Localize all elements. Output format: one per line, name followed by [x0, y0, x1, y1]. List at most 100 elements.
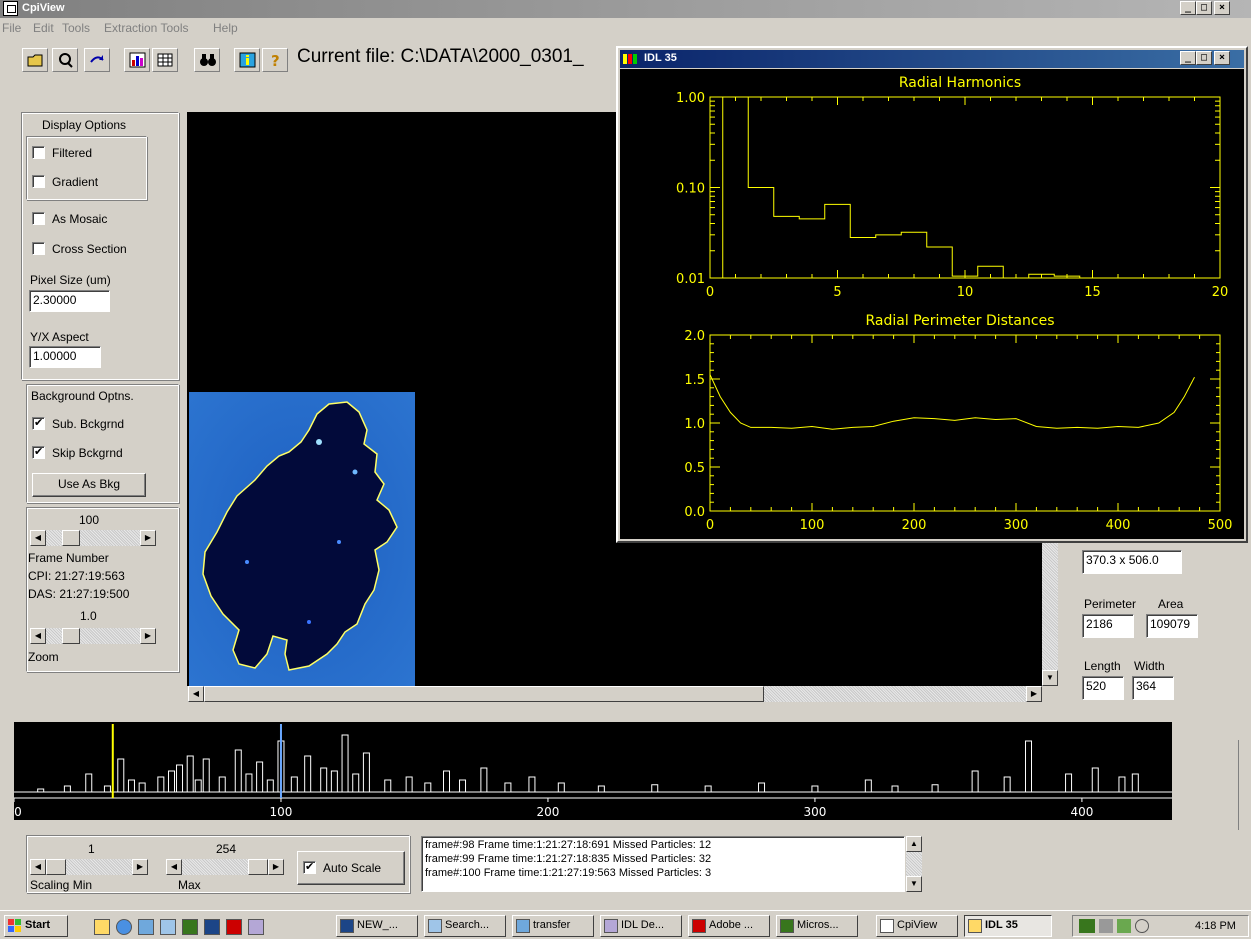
plot2-y-tick-label: 2.0: [684, 329, 705, 344]
auto-scale-checkbox[interactable]: [303, 860, 316, 874]
idl-maximize-button[interactable]: □: [1196, 51, 1212, 65]
tray-app-icon[interactable]: [1079, 919, 1095, 933]
histogram-bar: [186, 755, 194, 792]
cpi-time: CPI: 21:27:19:563: [28, 569, 125, 583]
tray-misc-icon[interactable]: [1135, 919, 1149, 933]
grid-button[interactable]: [152, 48, 178, 72]
quicklaunch-grid-icon[interactable]: [160, 919, 176, 935]
zoom-slider-thumb[interactable]: [62, 628, 80, 644]
frame-log-row[interactable]: frame#:99 Frame time:1:21:27:18:835 Miss…: [425, 853, 712, 865]
zoom-button[interactable]: [52, 48, 78, 72]
scaling-max-thumb[interactable]: [248, 859, 268, 875]
frame-log-scroll-track[interactable]: [906, 852, 922, 876]
plot2-x-tick-label: 0: [706, 518, 714, 533]
frame-histogram-panel[interactable]: [14, 722, 1172, 820]
filtered-checkbox[interactable]: [32, 146, 45, 159]
skip-bckgrnd-label: Skip Bckgrnd: [52, 446, 123, 460]
task-button-search[interactable]: Search...: [424, 915, 506, 937]
task-button-cpiview[interactable]: CpiView: [876, 915, 958, 937]
histogram-bar: [424, 782, 432, 792]
scaling-min-track[interactable]: [46, 859, 132, 875]
background-options-title: Background Optns.: [31, 389, 134, 403]
viewport-hscroll-right[interactable]: ▶: [1026, 686, 1042, 702]
menu-edit[interactable]: Edit: [33, 21, 54, 35]
network-icon[interactable]: [1117, 919, 1131, 933]
use-as-bkg-button[interactable]: Use As Bkg: [32, 473, 146, 497]
close-button[interactable]: ×: [1214, 1, 1230, 15]
start-button[interactable]: Start: [4, 915, 68, 937]
info-button[interactable]: [234, 48, 260, 72]
viewport-vscroll-track[interactable]: [1042, 540, 1058, 670]
frame-log-row[interactable]: frame#:100 Frame time:1:21:27:19:563 Mis…: [425, 867, 712, 879]
display-options-panel: [21, 112, 179, 380]
help-icon: ?: [271, 52, 280, 68]
frame-left-arrow[interactable]: ◀: [30, 530, 46, 546]
task-button-idl35[interactable]: IDL 35: [964, 915, 1052, 937]
frame-log-scroll-down[interactable]: ▼: [906, 876, 922, 892]
task-button-micros[interactable]: Micros...: [776, 915, 858, 937]
frame-histogram: 0 100 200 300 400: [14, 724, 1172, 819]
frame-log-row[interactable]: frame#:98 Frame time:1:21:27:18:691 Miss…: [425, 839, 712, 851]
scaling-max-track[interactable]: [182, 859, 268, 875]
frame-slider-track[interactable]: [46, 530, 140, 546]
frame-log-scroll-up[interactable]: ▲: [906, 836, 922, 852]
binoculars-icon: [200, 54, 216, 66]
help-button[interactable]: ?: [262, 48, 288, 72]
quicklaunch-excel-icon[interactable]: [182, 919, 198, 935]
as-mosaic-checkbox[interactable]: [32, 212, 45, 225]
open-button[interactable]: [22, 48, 48, 72]
task-button-new[interactable]: NEW_...: [336, 915, 418, 937]
zoom-right-arrow[interactable]: ▶: [140, 628, 156, 644]
svg-text:?: ?: [271, 52, 280, 68]
idl-window[interactable]: IDL 35 _ □ × Radial Harmonics Radial Per…: [616, 46, 1248, 543]
frame-log-list[interactable]: frame#:98 Frame time:1:21:27:18:691 Miss…: [421, 836, 905, 892]
quicklaunch-acrobat-icon[interactable]: [226, 919, 242, 935]
viewport-hscroll-left[interactable]: ◀: [188, 686, 204, 702]
scaling-min-left[interactable]: ◀: [30, 859, 46, 875]
quicklaunch-explorer-icon[interactable]: [138, 919, 154, 935]
frame-slider-thumb[interactable]: [62, 530, 80, 546]
histogram-bar: [405, 776, 413, 792]
viewport-hscroll-thumb[interactable]: [204, 686, 764, 702]
volume-icon[interactable]: [1099, 919, 1113, 933]
gradient-checkbox[interactable]: [32, 175, 45, 188]
redo-button[interactable]: [84, 48, 110, 72]
menu-file[interactable]: File: [2, 21, 22, 35]
length-field: 520: [1082, 676, 1124, 700]
menu-tools[interactable]: Tools: [62, 21, 91, 35]
frame-right-arrow[interactable]: ▶: [140, 530, 156, 546]
quicklaunch-desktop-icon[interactable]: [94, 919, 110, 935]
maximize-button[interactable]: □: [1196, 1, 1212, 15]
frame-number-value: 100: [79, 513, 100, 527]
find-button[interactable]: [194, 48, 220, 72]
quicklaunch-idl-icon[interactable]: [248, 919, 264, 935]
histogram-bar: [811, 785, 819, 792]
histogram-bar: [320, 767, 328, 792]
cross-section-checkbox[interactable]: [32, 242, 45, 255]
viewport-vscroll-down[interactable]: ▼: [1042, 670, 1058, 686]
quicklaunch-ie-icon[interactable]: [116, 919, 132, 935]
idl-close-button[interactable]: ×: [1214, 51, 1230, 65]
task-button-transfer[interactable]: transfer: [512, 915, 594, 937]
task-button-idl-de[interactable]: IDL De...: [600, 915, 682, 937]
yx-aspect-field[interactable]: 1.00000: [29, 346, 101, 368]
zoom-left-arrow[interactable]: ◀: [30, 628, 46, 644]
chart-button[interactable]: [124, 48, 150, 72]
quicklaunch-word-icon[interactable]: [204, 919, 220, 935]
task-button-adobe[interactable]: Adobe ...: [688, 915, 770, 937]
pixel-size-field[interactable]: 2.30000: [29, 290, 110, 312]
idl-minimize-button[interactable]: _: [1180, 51, 1196, 65]
filter-group: [26, 136, 147, 200]
menu-help[interactable]: Help: [213, 21, 238, 35]
length-label: Length: [1084, 659, 1121, 673]
menu-extraction-tools[interactable]: Extraction Tools: [104, 21, 189, 35]
scaling-max-left[interactable]: ◀: [166, 859, 182, 875]
minimize-button[interactable]: _: [1180, 1, 1196, 15]
das-time: DAS: 21:27:19:500: [28, 587, 130, 601]
zoom-slider-track[interactable]: [46, 628, 140, 644]
scaling-min-right[interactable]: ▶: [132, 859, 148, 875]
skip-bckgrnd-checkbox[interactable]: [32, 445, 45, 459]
sub-bckgrnd-checkbox[interactable]: [32, 416, 45, 430]
scaling-min-thumb[interactable]: [46, 859, 66, 875]
scaling-max-right[interactable]: ▶: [268, 859, 284, 875]
